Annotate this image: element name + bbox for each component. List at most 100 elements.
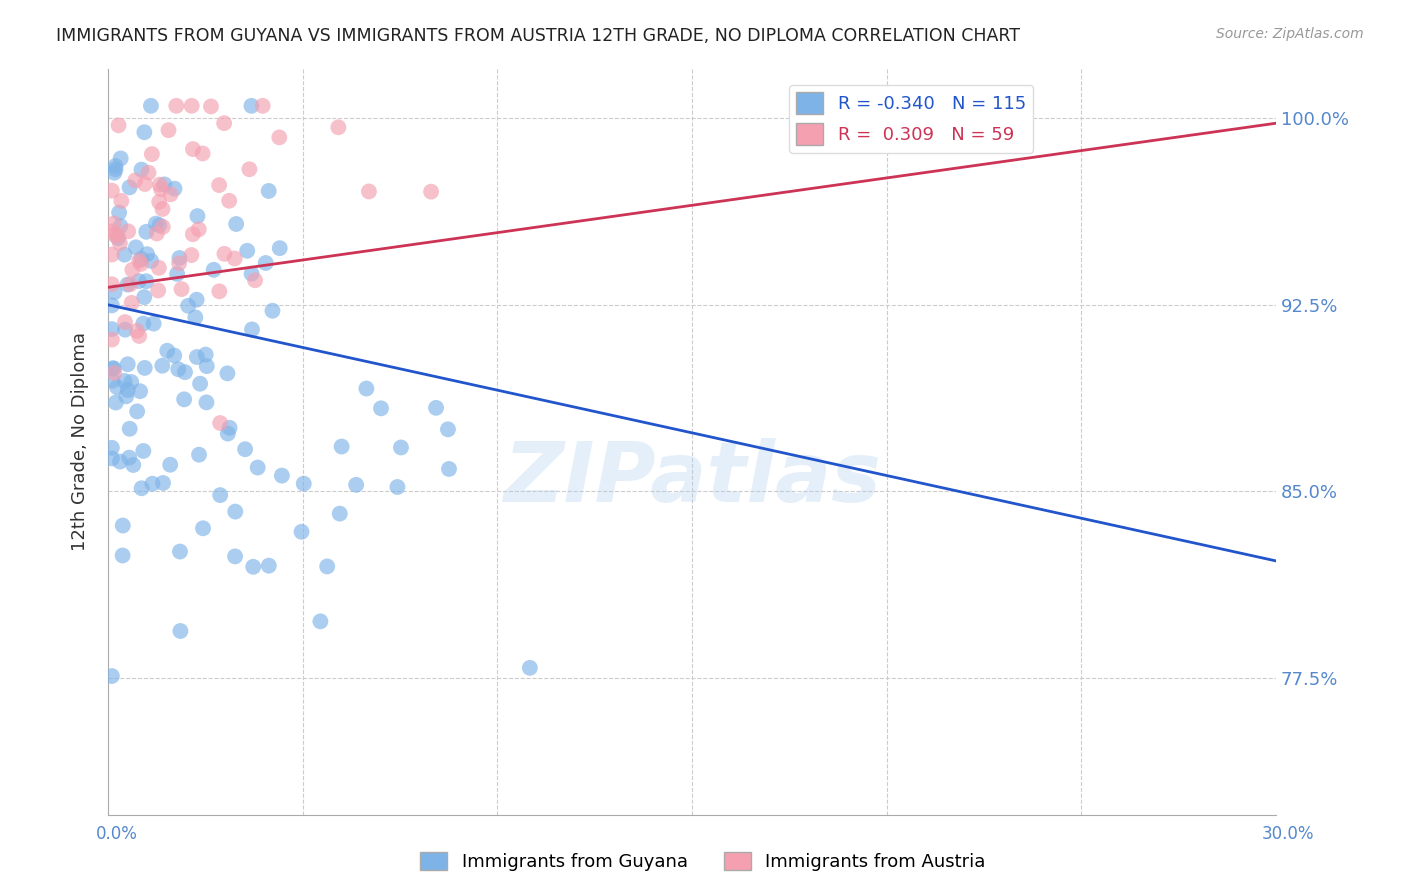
Point	[101, 277, 124, 292]
Point	[110, 152, 132, 166]
Point	[103, 366, 125, 380]
Point	[127, 404, 149, 418]
Point	[167, 256, 190, 270]
Point	[188, 376, 211, 391]
Point	[128, 253, 150, 268]
Point	[103, 285, 125, 300]
Point	[101, 224, 124, 238]
Point	[242, 559, 264, 574]
Point	[159, 187, 181, 202]
Point	[217, 426, 239, 441]
Point	[257, 558, 280, 573]
Point	[163, 349, 186, 363]
Point	[107, 231, 129, 245]
Point	[101, 669, 124, 683]
Point	[425, 401, 447, 415]
Point	[519, 661, 541, 675]
Point	[224, 549, 246, 564]
Point	[157, 123, 180, 137]
Point	[101, 361, 124, 376]
Point	[101, 333, 124, 347]
Point	[105, 380, 128, 394]
Point	[217, 367, 239, 381]
Point	[208, 178, 231, 193]
Point	[146, 284, 169, 298]
Point	[134, 290, 156, 304]
Point	[166, 267, 188, 281]
Point	[117, 357, 139, 371]
Point	[120, 375, 142, 389]
Point	[156, 343, 179, 358]
Point	[167, 362, 190, 376]
Point	[240, 267, 263, 281]
Point	[134, 177, 156, 191]
Point	[437, 462, 460, 476]
Point	[181, 142, 204, 156]
Point	[129, 252, 152, 266]
Point	[115, 389, 138, 403]
Point	[117, 383, 139, 397]
Point	[169, 544, 191, 558]
Point	[141, 476, 163, 491]
Point	[118, 450, 141, 465]
Point	[188, 448, 211, 462]
Point	[141, 253, 163, 268]
Legend: R = -0.340   N = 115, R =  0.309   N = 59: R = -0.340 N = 115, R = 0.309 N = 59	[789, 85, 1033, 153]
Point	[233, 442, 256, 457]
Point	[240, 322, 263, 336]
Point	[104, 162, 127, 177]
Point	[110, 194, 132, 208]
Point	[257, 184, 280, 198]
Point	[225, 217, 247, 231]
Point	[150, 182, 173, 196]
Point	[148, 260, 170, 275]
Point	[131, 481, 153, 495]
Point	[174, 365, 197, 379]
Point	[180, 248, 202, 262]
Point	[269, 130, 291, 145]
Point	[135, 274, 157, 288]
Point	[101, 247, 124, 261]
Point	[243, 273, 266, 287]
Point	[173, 392, 195, 407]
Point	[101, 322, 124, 336]
Point	[186, 350, 208, 364]
Point	[328, 120, 350, 135]
Point	[101, 298, 124, 312]
Point	[108, 205, 131, 219]
Point	[344, 478, 367, 492]
Point	[208, 285, 231, 299]
Point	[122, 458, 145, 472]
Legend: Immigrants from Guyana, Immigrants from Austria: Immigrants from Guyana, Immigrants from …	[413, 845, 993, 879]
Point	[169, 624, 191, 638]
Point	[292, 476, 315, 491]
Point	[240, 99, 263, 113]
Point	[131, 162, 153, 177]
Point	[218, 194, 240, 208]
Point	[370, 401, 392, 416]
Point	[134, 125, 156, 139]
Point	[114, 315, 136, 329]
Point	[108, 236, 131, 251]
Point	[236, 244, 259, 258]
Text: 30.0%: 30.0%	[1263, 825, 1315, 843]
Point	[184, 310, 207, 325]
Point	[195, 359, 218, 373]
Point	[128, 274, 150, 288]
Point	[329, 507, 352, 521]
Point	[104, 227, 127, 242]
Point	[387, 480, 409, 494]
Point	[117, 224, 139, 238]
Point	[195, 395, 218, 409]
Point	[191, 521, 214, 535]
Point	[101, 451, 124, 466]
Point	[148, 194, 170, 209]
Point	[121, 262, 143, 277]
Point	[186, 293, 208, 307]
Point	[246, 460, 269, 475]
Point	[124, 173, 146, 187]
Point	[138, 166, 160, 180]
Point	[129, 257, 152, 271]
Point	[356, 382, 378, 396]
Point	[238, 162, 260, 177]
